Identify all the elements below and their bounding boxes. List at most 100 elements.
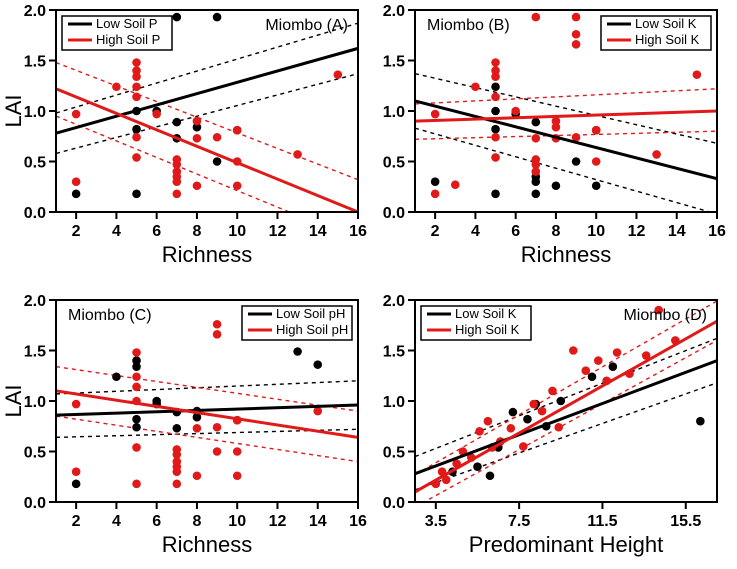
- y-axis-label: LAI: [1, 94, 27, 127]
- y-tick-label: 1.5: [383, 54, 405, 71]
- data-point: [193, 181, 202, 190]
- y-tick-label: 0.5: [24, 445, 46, 462]
- y-tick-label: 2.0: [383, 3, 405, 20]
- y-tick-label: 1.0: [24, 104, 46, 121]
- data-point: [173, 190, 182, 199]
- x-tick-label: 2: [431, 223, 440, 240]
- data-point: [431, 190, 440, 199]
- data-point: [72, 190, 81, 199]
- data-point: [132, 372, 141, 381]
- y-tick-label: 0.5: [383, 155, 405, 172]
- data-point: [594, 356, 603, 365]
- legend-label: Low Soil K: [455, 306, 517, 321]
- data-point: [132, 423, 141, 432]
- data-point: [132, 480, 141, 489]
- data-point: [132, 383, 141, 392]
- data-point: [581, 366, 590, 375]
- data-point: [588, 372, 597, 381]
- data-point: [112, 372, 121, 381]
- panel-D: 3.57.511.515.50.00.51.01.52.0Predominant…: [367, 292, 729, 564]
- data-point: [532, 155, 541, 164]
- data-point: [132, 153, 141, 162]
- data-point: [592, 126, 601, 135]
- data-point: [132, 356, 141, 365]
- data-point: [213, 157, 222, 166]
- x-tick-label: 12: [269, 513, 287, 530]
- x-tick-label: 10: [587, 223, 605, 240]
- y-tick-label: 0.0: [24, 495, 46, 512]
- data-point: [72, 400, 81, 409]
- data-point: [72, 480, 81, 489]
- data-point: [132, 82, 141, 91]
- data-point: [451, 180, 460, 189]
- x-tick-label: 6: [152, 223, 161, 240]
- data-point: [491, 107, 500, 116]
- x-tick-label: 4: [471, 223, 480, 240]
- data-point: [233, 471, 242, 480]
- data-point: [313, 360, 322, 369]
- data-point: [532, 13, 541, 22]
- data-point: [491, 125, 500, 134]
- data-point: [491, 58, 500, 67]
- data-point: [213, 423, 222, 432]
- data-point: [213, 13, 222, 22]
- data-point: [72, 467, 81, 476]
- data-point: [529, 400, 538, 409]
- panel-title: Miombo (D): [623, 307, 707, 324]
- y-axis-label: LAI: [1, 384, 27, 417]
- x-tick-label: 12: [628, 223, 646, 240]
- y-tick-label: 1.5: [24, 344, 46, 361]
- data-point: [509, 408, 518, 417]
- data-point: [132, 66, 141, 75]
- x-axis-label: Predominant Height: [469, 532, 663, 557]
- legend-label: High Soil K: [635, 32, 700, 47]
- y-tick-label: 0.5: [24, 155, 46, 172]
- x-tick-label: 8: [551, 223, 560, 240]
- y-tick-label: 0.0: [383, 205, 405, 222]
- data-point: [132, 93, 141, 102]
- data-point: [554, 423, 563, 432]
- data-point: [532, 134, 541, 143]
- data-point: [484, 417, 493, 426]
- data-point: [572, 30, 581, 39]
- panel-C: 2468101214160.00.51.01.52.0RichnessMiomb…: [8, 292, 370, 564]
- legend-label: High Soil K: [455, 322, 520, 337]
- y-tick-label: 1.0: [383, 104, 405, 121]
- data-point: [613, 348, 622, 357]
- data-point: [693, 70, 702, 79]
- legend-label: Low Soil K: [635, 16, 697, 31]
- data-point: [475, 427, 484, 436]
- data-point: [132, 125, 141, 134]
- x-tick-label: 7.5: [508, 513, 530, 530]
- y-tick-label: 0.0: [24, 205, 46, 222]
- data-point: [334, 70, 343, 79]
- x-tick-label: 16: [349, 223, 367, 240]
- legend-label: High Soil P: [96, 32, 160, 47]
- data-point: [473, 462, 482, 471]
- x-tick-label: 10: [228, 513, 246, 530]
- panel-A: 2468101214160.00.51.01.52.0RichnessMiomb…: [8, 2, 370, 274]
- data-point: [293, 150, 302, 159]
- data-point: [491, 133, 500, 142]
- x-tick-label: 15.5: [670, 513, 701, 530]
- x-tick-label: 4: [112, 223, 121, 240]
- data-point: [233, 181, 242, 190]
- data-point: [486, 471, 495, 480]
- x-tick-label: 2: [72, 223, 81, 240]
- data-point: [491, 82, 500, 91]
- data-point: [491, 190, 500, 199]
- data-point: [132, 190, 141, 199]
- y-tick-label: 2.0: [24, 293, 46, 310]
- x-tick-label: 16: [708, 223, 726, 240]
- data-point: [173, 424, 182, 433]
- data-point: [592, 181, 601, 190]
- x-tick-label: 14: [668, 223, 686, 240]
- x-tick-label: 12: [269, 223, 287, 240]
- y-tick-label: 2.0: [383, 293, 405, 310]
- data-point: [72, 110, 81, 119]
- data-point: [233, 126, 242, 135]
- x-axis-label: Richness: [162, 532, 252, 557]
- data-point: [132, 348, 141, 357]
- data-point: [652, 150, 661, 159]
- x-tick-label: 10: [228, 223, 246, 240]
